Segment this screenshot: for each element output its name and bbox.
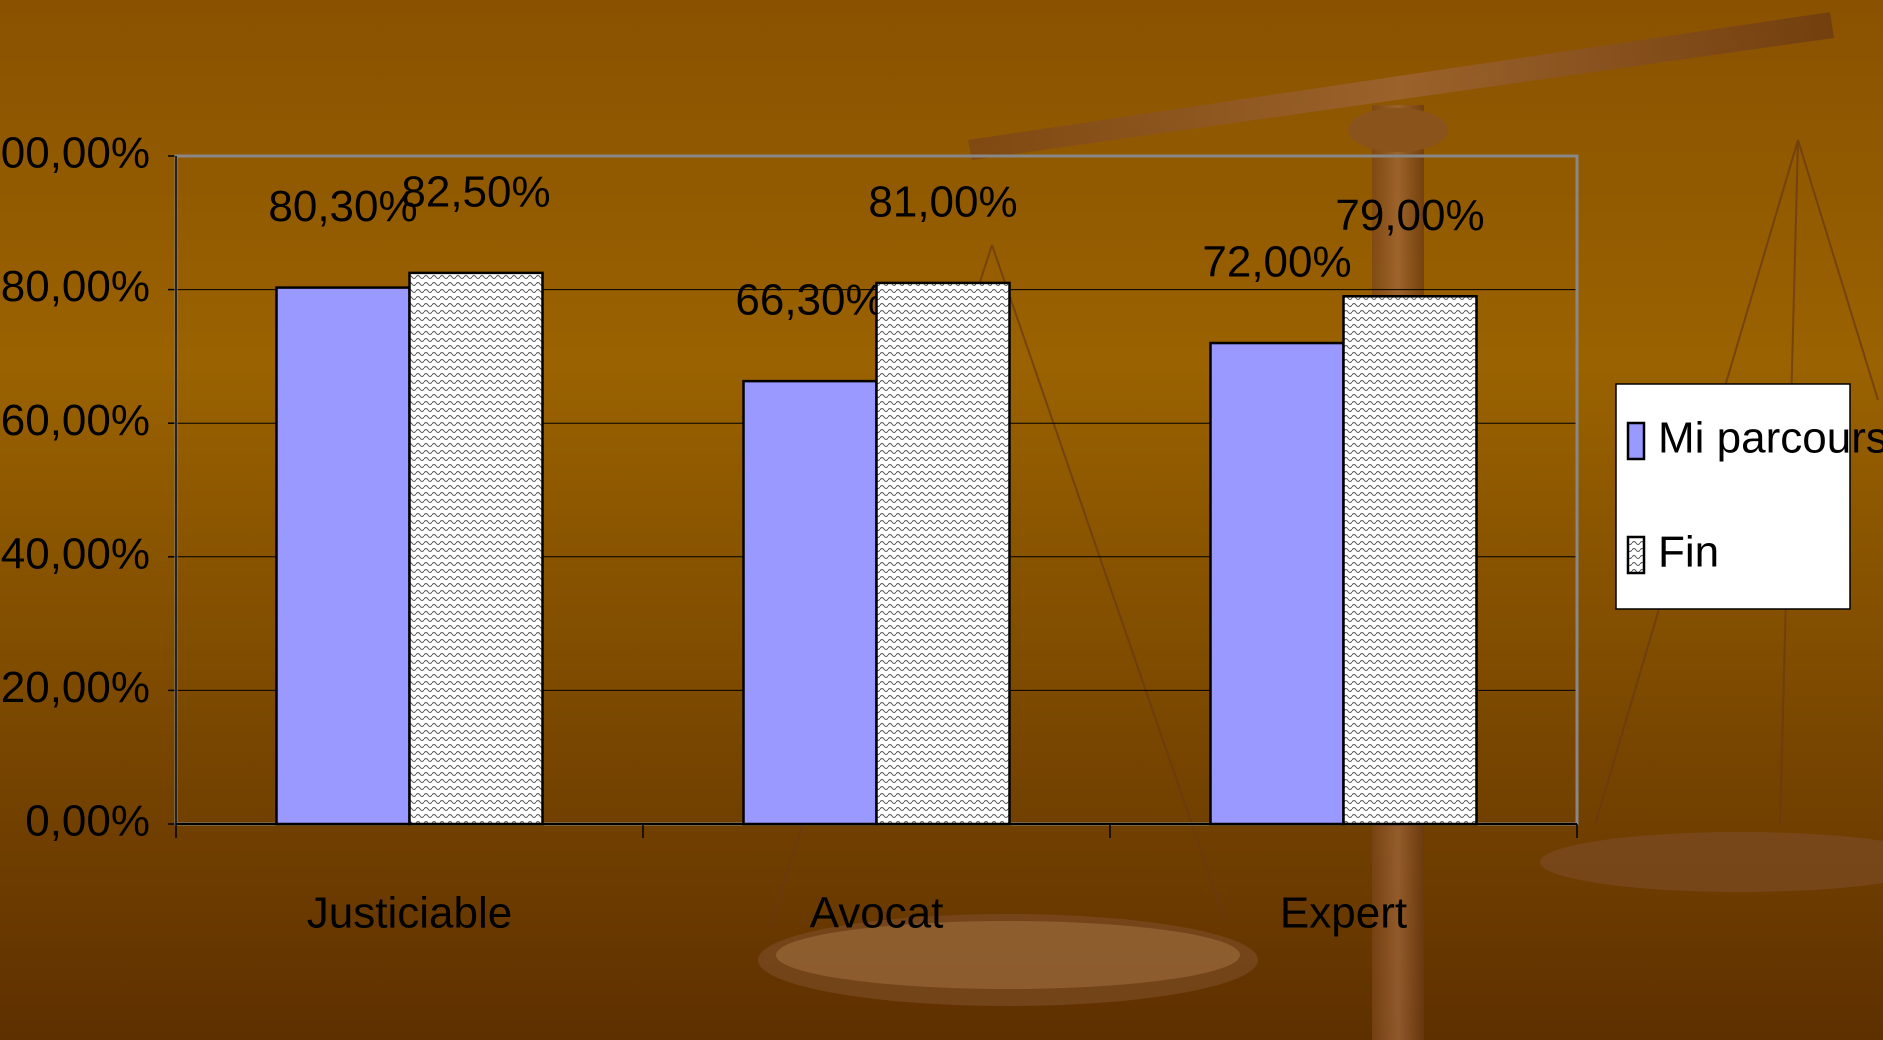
x-tick-label: Expert bbox=[1280, 889, 1407, 938]
bar bbox=[410, 273, 543, 824]
bar bbox=[877, 283, 1010, 824]
bar bbox=[744, 381, 877, 824]
value-label: 79,00% bbox=[1335, 191, 1484, 240]
legend-marker bbox=[1628, 537, 1644, 573]
value-label: 80,30% bbox=[268, 182, 417, 231]
y-tick-label: 80,00% bbox=[1, 262, 150, 311]
value-label: 72,00% bbox=[1202, 238, 1351, 287]
chart: 0,00% 20,00% 40,00% 60,00% 80,00% 100,00% 80,3… bbox=[0, 0, 1883, 1040]
value-label: 66,30% bbox=[735, 276, 884, 325]
legend-label: Mi parcours bbox=[1658, 414, 1883, 463]
value-label: 82,50% bbox=[401, 168, 550, 217]
bar bbox=[277, 288, 410, 824]
legend-label: Fin bbox=[1658, 528, 1719, 577]
x-tick-label: Avocat bbox=[810, 889, 944, 938]
y-tick-label: 0,00% bbox=[25, 797, 150, 846]
y-tick-label: 100,00% bbox=[0, 129, 150, 178]
y-tick-label: 40,00% bbox=[1, 529, 150, 578]
x-tick-label: Justiciable bbox=[307, 889, 512, 938]
legend-marker bbox=[1628, 423, 1644, 459]
y-tick-label: 20,00% bbox=[1, 663, 150, 712]
y-tick-label: 60,00% bbox=[1, 396, 150, 445]
bar bbox=[1211, 343, 1344, 824]
page: {"chart_data": {"type": "bar", "categori… bbox=[0, 0, 1883, 1040]
value-label: 81,00% bbox=[868, 178, 1017, 227]
bar bbox=[1344, 296, 1477, 824]
